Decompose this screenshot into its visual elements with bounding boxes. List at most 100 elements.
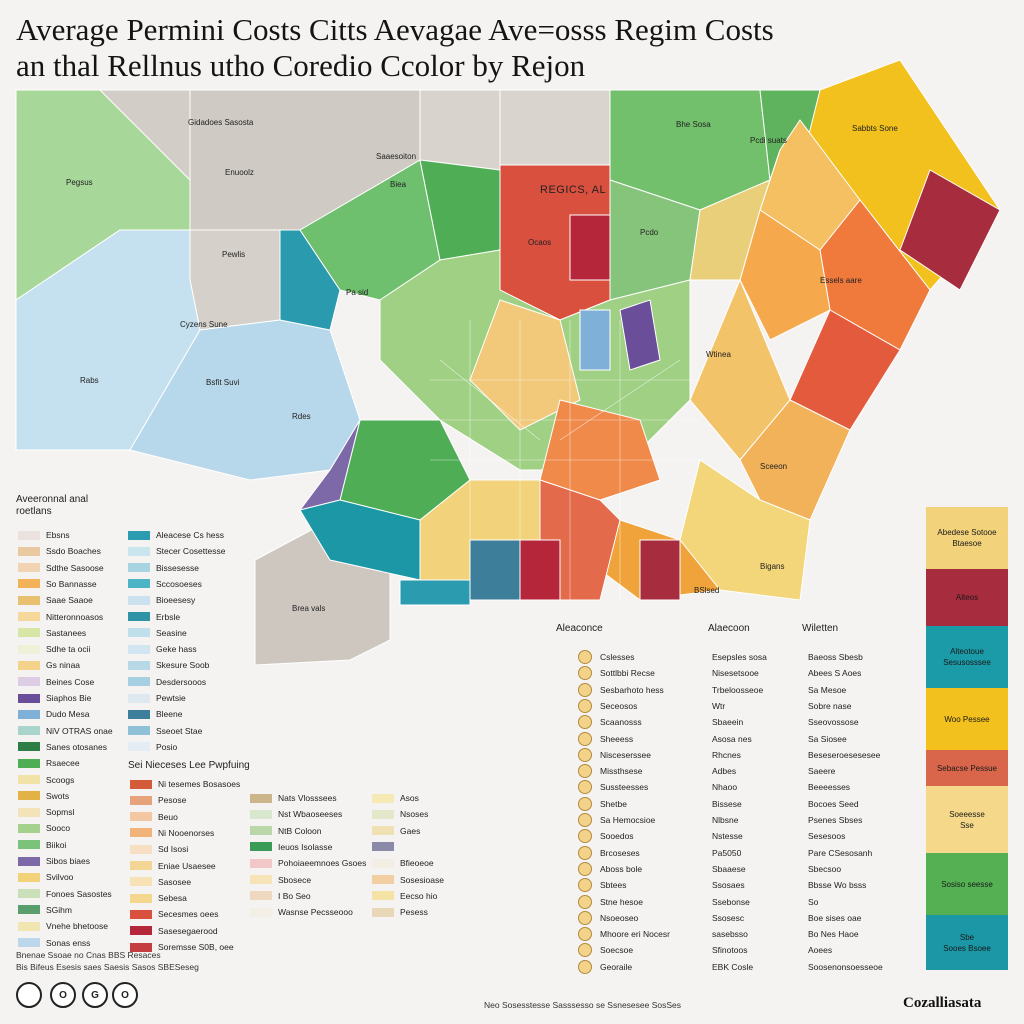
legend-column-6-label: Wiletten bbox=[802, 623, 839, 634]
legend-item: Biikoi bbox=[18, 839, 66, 851]
legend-item-label: Scaanosss bbox=[600, 717, 642, 728]
legend-item-label: Soecsoe bbox=[600, 945, 634, 956]
legend-item: Bleene bbox=[128, 708, 182, 720]
legend-item-label: Sebesa bbox=[158, 893, 187, 904]
map-region bbox=[279, 229, 341, 331]
legend-swatch bbox=[128, 644, 150, 654]
legend-swatch bbox=[18, 807, 40, 817]
legend-item-label: Dudo Mesa bbox=[46, 709, 90, 720]
legend-item: Geke hass bbox=[128, 643, 197, 655]
legend-item-label: So bbox=[808, 896, 819, 907]
legend-item-label: EBK Cosle bbox=[712, 961, 754, 972]
legend-swatch bbox=[130, 779, 152, 789]
legend-item-label: Beeeesses bbox=[808, 782, 851, 793]
legend-item: Adbes bbox=[712, 765, 736, 777]
legend-swatch bbox=[18, 628, 40, 638]
legend-item-label: Secesmes oees bbox=[158, 909, 219, 920]
legend-item: SGihm bbox=[18, 904, 72, 916]
legend-swatch bbox=[128, 693, 150, 703]
map-region bbox=[639, 539, 681, 601]
legend-item: Wasnse Pecsseooo bbox=[250, 906, 353, 918]
legend-item: Svilvoo bbox=[18, 871, 73, 883]
zoom-in-button[interactable]: O bbox=[112, 982, 138, 1008]
legend-item-label: Ssdo Boaches bbox=[46, 546, 101, 557]
legend-marker bbox=[578, 698, 592, 713]
legend-marker bbox=[578, 910, 592, 925]
legend-item: Psenes Sbses bbox=[808, 814, 862, 826]
legend-swatch bbox=[18, 758, 40, 768]
legend-swatch bbox=[130, 909, 152, 919]
legend-swatch bbox=[250, 907, 272, 917]
legend-item: Fonoes Sasostes bbox=[18, 888, 112, 900]
legend-item: Bocoes Seed bbox=[808, 798, 859, 810]
legend-item-label: Ssosaes bbox=[712, 880, 745, 891]
sublegend-title: Sei Nieceses Lee Pwpfuing bbox=[128, 760, 250, 771]
legend-item: Pesose bbox=[130, 794, 186, 806]
legend-swatch bbox=[18, 905, 40, 915]
legend-item-label: Nhaoo bbox=[712, 782, 738, 793]
legend-item: Ssebonse bbox=[712, 896, 750, 908]
legend-swatch bbox=[18, 872, 40, 882]
legend-item-label: Stecer Cosettesse bbox=[156, 546, 226, 557]
legend-item-label: Brcoseses bbox=[600, 847, 640, 858]
legend-item-label: Sbecsoo bbox=[808, 863, 842, 874]
legend-item: Sa Hemocsioe bbox=[578, 813, 655, 827]
map-label: Ocaos bbox=[528, 238, 552, 247]
legend-item-label: Eniae Usaesee bbox=[158, 860, 216, 871]
legend-swatch bbox=[130, 877, 152, 887]
legend-item-label: So Bannasse bbox=[46, 578, 97, 589]
legend-swatch bbox=[18, 546, 40, 556]
legend-item: Sa Siosee bbox=[808, 733, 847, 745]
legend-toggle-button[interactable] bbox=[16, 982, 42, 1008]
legend-item: Sbosece bbox=[250, 874, 311, 886]
legend-item-label: Sseovossose bbox=[808, 717, 859, 728]
legend-item: Trbeloosseoe bbox=[712, 684, 763, 696]
legend-marker bbox=[578, 731, 592, 746]
legend-marker bbox=[578, 650, 592, 664]
legend-item-label: Aoees bbox=[808, 945, 833, 956]
legend-swatch bbox=[372, 809, 394, 819]
legend-item-label: Pohoiaeemnoes Gsoes bbox=[278, 858, 367, 869]
legend-item-label: Eecso hio bbox=[400, 890, 438, 901]
legend-item-label: Ni Nooenorses bbox=[158, 827, 215, 838]
legend-marker bbox=[578, 878, 592, 893]
legend-item: Pewtsie bbox=[128, 692, 186, 704]
legend-item-label: Sooedos bbox=[600, 831, 634, 842]
map-label: Gidadoes Sasosta bbox=[188, 118, 254, 127]
legend-item-label: Swots bbox=[46, 790, 70, 801]
legend-item-label: Sseoet Stae bbox=[156, 725, 203, 736]
legend-marker bbox=[578, 861, 592, 876]
legend-item-label: Abees S Aoes bbox=[808, 668, 862, 679]
color-bar-label: Soeeesse bbox=[949, 809, 985, 819]
layers-button[interactable]: G bbox=[82, 982, 108, 1008]
legend-item-label: Pare CSesosanh bbox=[808, 847, 873, 858]
legend-item: Soosenonsoesseoe bbox=[808, 961, 883, 973]
legend-item: Beuo bbox=[130, 811, 178, 823]
legend-swatch bbox=[130, 861, 152, 870]
legend-item: Nats Vlosssees bbox=[250, 792, 337, 804]
legend-swatch bbox=[250, 858, 272, 868]
legend-item-label: NtB Coloon bbox=[278, 825, 322, 836]
legend-item: Boe sises oae bbox=[808, 912, 861, 924]
legend-item-label: Ieuos Isolasse bbox=[278, 841, 333, 852]
legend-swatch bbox=[18, 677, 40, 687]
legend-item-label: Cslesses bbox=[600, 652, 635, 662]
legend-item-label: Esepsles sosa bbox=[712, 652, 767, 662]
legend-item: NtB Coloon bbox=[250, 825, 321, 837]
legend-item-label: Sdthe Sasoose bbox=[46, 562, 104, 573]
legend-item-label: Sibos biaes bbox=[46, 856, 90, 866]
legend-item: Sobre nase bbox=[808, 700, 851, 712]
legend-item-label: Ssosesc bbox=[712, 912, 745, 923]
zoom-out-button[interactable]: O bbox=[50, 982, 76, 1008]
legend-column-4-label: Aleaconce bbox=[556, 623, 603, 634]
legend-item-label: Sbaaese bbox=[712, 863, 746, 874]
color-bar-segment: Woo Pessee bbox=[926, 688, 1008, 750]
legend-item-label: Nisceserssee bbox=[600, 749, 652, 760]
legend-item: Sbaeein bbox=[712, 716, 743, 728]
legend-item-label: Sopmsl bbox=[46, 807, 75, 818]
legend-swatch bbox=[18, 921, 40, 931]
legend-item: Mhoore eri Nocesr bbox=[578, 927, 670, 942]
legend-item-label: Ebsns bbox=[46, 530, 70, 540]
legend-swatch bbox=[18, 709, 40, 719]
